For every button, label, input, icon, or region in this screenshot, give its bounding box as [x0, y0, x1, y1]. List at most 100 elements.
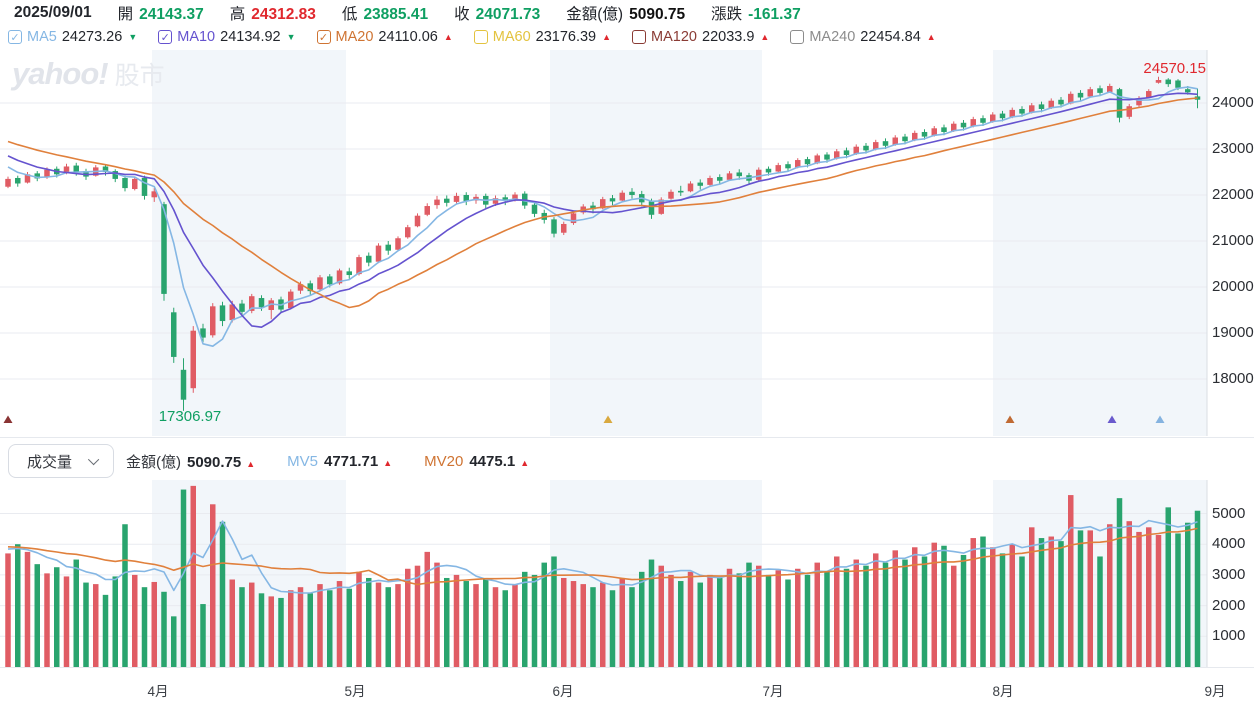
- volume-bar: [1038, 538, 1045, 667]
- checkbox-checked-icon[interactable]: ✓: [158, 30, 173, 44]
- checkbox-checked-icon[interactable]: ✓: [8, 30, 22, 44]
- volume-canvas[interactable]: [0, 478, 1254, 670]
- checkbox-unchecked-icon[interactable]: [790, 30, 805, 44]
- candle-body: [600, 199, 606, 209]
- volume-bar: [960, 554, 967, 667]
- quote-value: 24143.37: [139, 6, 204, 23]
- volume-bar: [765, 574, 772, 667]
- ma-value: 22454.84: [860, 29, 921, 45]
- volume-bar: [990, 547, 996, 667]
- candle-body: [1116, 89, 1123, 118]
- candle-body: [502, 197, 508, 201]
- checkbox-checked-icon[interactable]: ✓: [316, 30, 331, 44]
- triangle-up-icon: ▲: [520, 457, 530, 468]
- ma-value: 24110.06: [378, 29, 438, 45]
- candle-body: [1175, 80, 1181, 88]
- volume-bar: [1185, 522, 1191, 667]
- volume-bar: [580, 584, 586, 667]
- candle-body: [756, 169, 762, 180]
- volume-bar: [629, 587, 635, 667]
- volume-bar: [561, 577, 567, 667]
- volume-bar: [678, 581, 684, 667]
- volume-bar: [34, 564, 40, 667]
- quote-label: 開: [117, 6, 134, 23]
- price-axis-label: 18000: [1212, 370, 1254, 387]
- ma-toggle-MA5[interactable]: ✓ MA5 24273.26 ▼: [8, 29, 137, 45]
- candle-body: [268, 300, 274, 310]
- candle-body: [444, 198, 450, 203]
- checkbox-unchecked-icon[interactable]: [632, 30, 647, 44]
- ma-toggle-MA120[interactable]: MA120 22033.9 ▲: [632, 29, 769, 45]
- event-marker-icon: [1005, 415, 1015, 423]
- volume-bar: [1077, 530, 1084, 667]
- checkbox-unchecked-icon[interactable]: [473, 30, 488, 44]
- candle-body: [785, 164, 791, 169]
- candle-body: [717, 177, 723, 181]
- ma-toggle-MA20[interactable]: ✓ MA20 24110.06 ▲: [316, 29, 453, 45]
- volume-axis-label: 1000: [1212, 627, 1246, 645]
- volume-bar: [648, 559, 655, 667]
- candle-body: [619, 192, 625, 201]
- ma-label: MA240: [809, 29, 856, 45]
- volume-bar: [531, 574, 538, 667]
- x-axis-label-9月: 9月: [1204, 684, 1226, 699]
- event-marker-icon: [1155, 415, 1165, 423]
- month-band: [993, 50, 1207, 436]
- volume-legend-label: MV5: [287, 452, 318, 470]
- candlestick-chart[interactable]: yahoo! 股市 24570.15 17306.97: [0, 0, 1254, 437]
- volume-bar: [307, 593, 313, 667]
- candle-body: [882, 141, 889, 146]
- candle-body: [1019, 108, 1025, 114]
- ma-value: 23176.39: [535, 29, 597, 45]
- ma-legend-bar: ✓ MA5 24273.26 ▼ ✓ MA10 24134.92 ▼ ✓ MA20 24110.06…: [0, 25, 1254, 49]
- candle-body: [24, 174, 31, 183]
- x-axis-label-4月: 4月: [147, 684, 169, 699]
- volume-chart[interactable]: [0, 478, 1254, 670]
- volume-bar: [970, 538, 976, 667]
- candle-body: [141, 177, 148, 196]
- volume-bar: [346, 588, 352, 667]
- volume-bar: [1194, 510, 1201, 667]
- quote-field-低: 低 23885.41: [342, 2, 428, 24]
- price-axis-label: 23000: [1212, 140, 1254, 157]
- volume-bar: [424, 551, 430, 667]
- candle-body: [990, 114, 996, 122]
- volume-bar: [570, 581, 577, 667]
- triangle-up-icon: ▲: [602, 32, 612, 42]
- volume-bar: [54, 567, 60, 667]
- candle-body: [229, 304, 235, 321]
- candle-body: [775, 165, 781, 172]
- volume-bar: [980, 536, 986, 667]
- candle-body: [200, 328, 206, 338]
- volume-bar: [385, 587, 391, 667]
- month-band: [550, 50, 762, 436]
- ma-label: MA10: [177, 29, 216, 45]
- volume-legend-value: 4475.1: [469, 452, 516, 470]
- volume-bar: [356, 571, 362, 667]
- ma-toggle-MA60[interactable]: MA60 23176.39 ▲: [473, 29, 612, 45]
- price-axis-label: 20000: [1212, 278, 1254, 295]
- volume-bar: [1107, 524, 1113, 667]
- candle-body: [814, 155, 820, 164]
- candlestick-canvas[interactable]: [0, 0, 1254, 437]
- volume-bar: [1068, 495, 1074, 667]
- triangle-up-icon: ▲: [383, 457, 393, 468]
- candle-body: [122, 177, 128, 189]
- candle-body: [707, 177, 713, 185]
- quote-field-金額(億): 金額(億) 5090.75: [566, 2, 685, 24]
- ma-label: MA20: [335, 29, 374, 45]
- candle-body: [931, 128, 937, 136]
- volume-bar: [112, 576, 118, 667]
- volume-bar: [590, 587, 596, 667]
- volume-bar: [804, 574, 811, 667]
- candle-body: [249, 296, 255, 311]
- volume-bar: [463, 581, 469, 667]
- ma-toggle-MA10[interactable]: ✓ MA10 24134.92 ▼: [158, 29, 296, 45]
- volume-legend-MV20: MV20 4475.1 ▲: [424, 453, 529, 470]
- volume-selector[interactable]: 成交量: [8, 444, 114, 478]
- volume-bar: [522, 571, 528, 667]
- candle-body: [171, 312, 177, 357]
- ma-toggle-MA240[interactable]: MA240 22454.84 ▲: [790, 29, 936, 45]
- quote-field-漲跌: 漲跌 -161.37: [711, 2, 801, 24]
- triangle-up-icon: ▲: [760, 32, 770, 42]
